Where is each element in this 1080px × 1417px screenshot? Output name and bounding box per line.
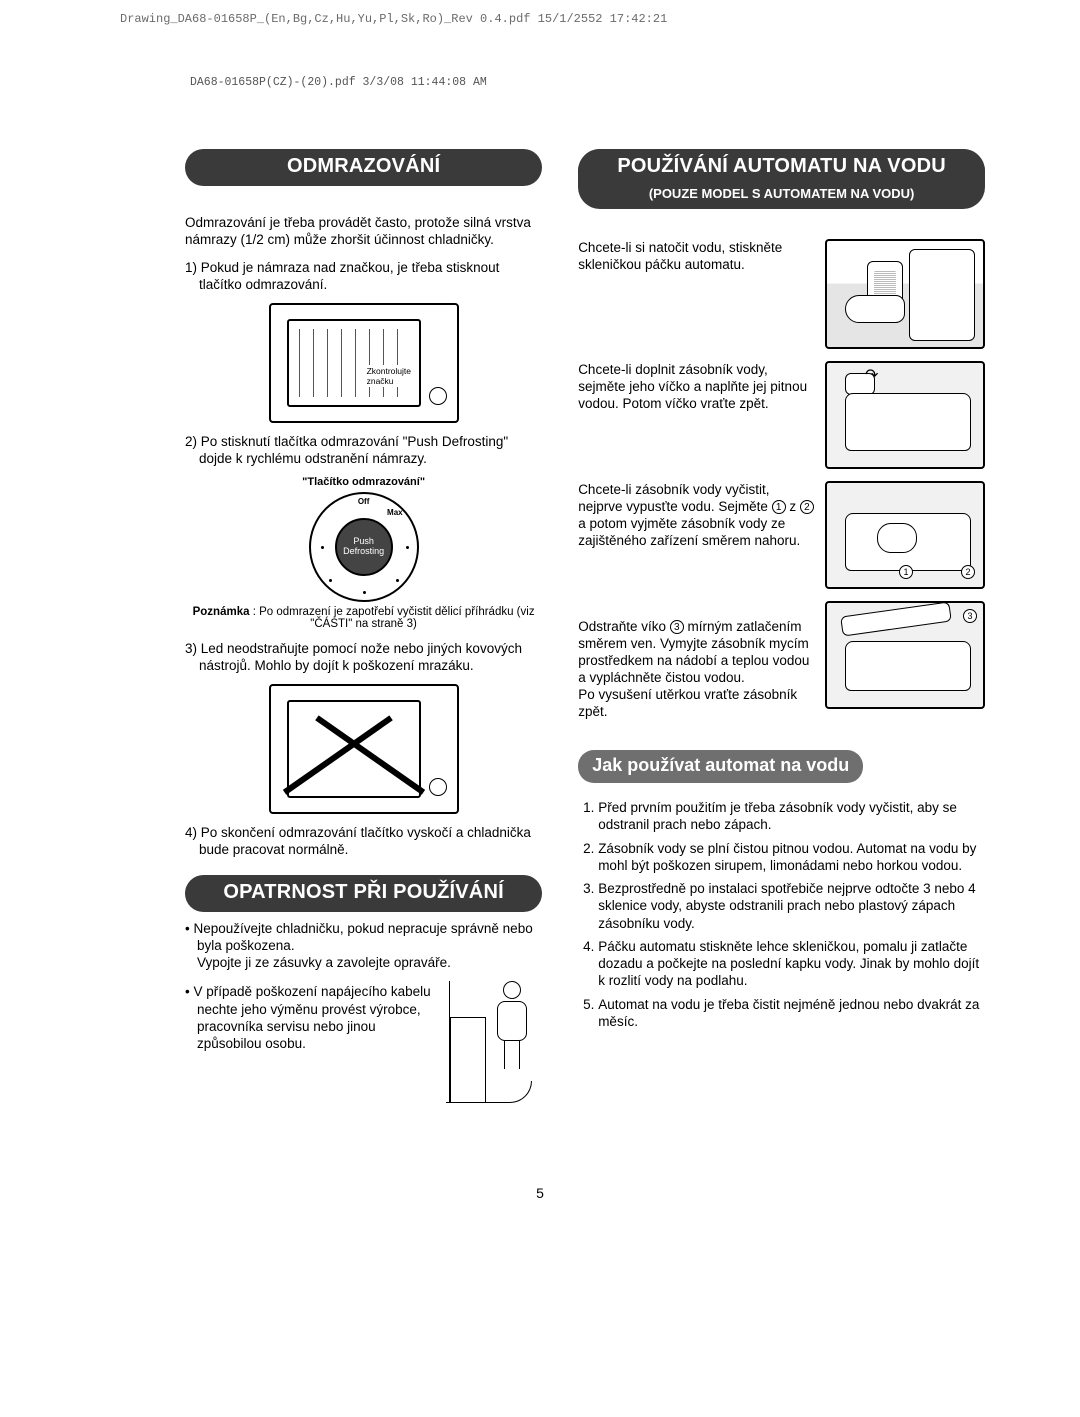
step-2: 2) Po stisknutí tlačítka odmrazování "Pu… [185,433,542,468]
section-title-defrost: ODMRAZOVÁNÍ [185,149,542,186]
callout-2: 2 [961,565,975,579]
dial-center-label: Push Defrosting [335,518,393,576]
usage-item: Před prvním použitím je třeba zásobník v… [598,799,985,834]
callout-3: 3 [963,609,977,623]
callout-1: 1 [899,565,913,579]
note-body: : Po odmrazení je zapotřebí vyčistit děl… [250,606,535,630]
section-title-caution: OPATRNOST PŘI POUŽÍVÁNÍ [185,875,542,912]
water-step-4: Odstraňte víko 3 mírným zatlačením směre… [578,601,815,720]
page-number: 5 [536,1185,544,1201]
usage-item: Zásobník vody se plní čistou pitnou vodo… [598,840,985,875]
intro-text: Odmrazování je třeba provádět často, pro… [185,214,542,249]
column-right: POUŽÍVÁNÍ AUTOMATU NA VODU (POUZE MODEL … [578,149,985,1103]
note-text: Poznámka : Po odmrazení je zapotřebí vyč… [185,606,542,630]
dial-max-label: Max [387,508,403,517]
water-step-3: Chcete-li zásobník vody vyčistit, nejprv… [578,481,815,549]
water-step-2: Chcete-li doplnit zásobník vody, sejměte… [578,361,815,412]
figure-defrost-dial: "Tlačítko odmrazování" Off Max Push Defr… [264,476,464,602]
dial-title: "Tlačítko odmrazování" [264,476,464,488]
dial-off-label: Off [358,497,370,506]
dial-icon [429,778,447,796]
step-1: 1) Pokud je námraza nad značkou, je třeb… [185,259,542,294]
caution-bullet-1: • Nepoužívejte chladničku, pokud nepracu… [185,920,542,972]
column-left: ODMRAZOVÁNÍ Odmrazování je třeba provádě… [185,149,542,1103]
figure-refill-tank: ↷ [825,361,985,469]
usage-item: Bezprostředně po instalaci spotřebiče ne… [598,880,985,932]
figure-remove-tank: 2 1 [825,481,985,589]
figure-no-knife [269,684,459,814]
note-label: Poznámka [193,606,250,618]
usage-list: Před prvním použitím je třeba zásobník v… [578,799,985,1030]
dial-icon [429,387,447,405]
figure-label-check-mark: Zkontrolujte značku [365,365,419,387]
figure-dispense-water [825,239,985,349]
step-3: 3) Led neodstraňujte pomocí nože nebo ji… [185,640,542,675]
caution-bullet-2: • V případě poškození napájecího kabelu … [185,983,435,1097]
figure-defrost-mark: Zkontrolujte značku [269,303,459,423]
section-title-water-dispenser: POUŽÍVÁNÍ AUTOMATU NA VODU [578,149,985,186]
step-4: 4) Po skončení odmrazování tlačítko vysk… [185,824,542,859]
water-step-1: Chcete-li si natočit vodu, stiskněte skl… [578,239,815,273]
subsection-how-to-use: Jak používat automat na vodu [578,750,863,783]
arrow-icon: ↷ [865,365,878,385]
figure-technician [447,977,542,1103]
pdf-file-header-inner: DA68-01658P(CZ)-(20).pdf 3/3/08 11:44:08… [0,26,1080,89]
figure-remove-lid: 3 [825,601,985,709]
usage-item: Automat na vodu je třeba čistit nejméně … [598,996,985,1031]
usage-item: Páčku automatu stiskněte lehce skleničko… [598,938,985,990]
section-subtitle-model: (POUZE MODEL S AUTOMATEM NA VODU) [578,186,985,207]
pdf-file-header: Drawing_DA68-01658P_(En,Bg,Cz,Hu,Yu,Pl,S… [0,0,1080,26]
